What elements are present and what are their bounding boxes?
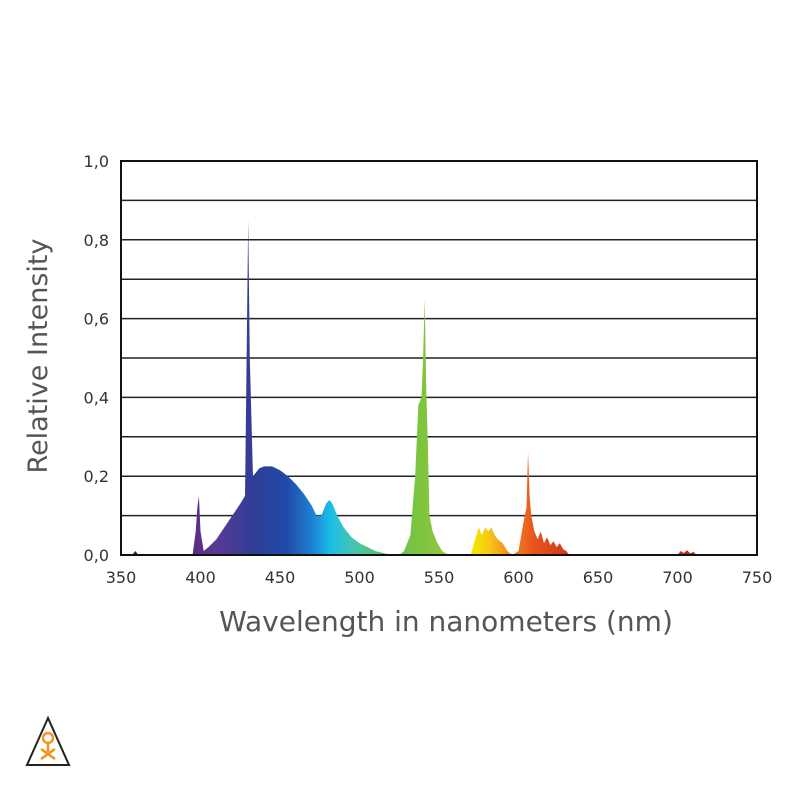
grid-lines bbox=[121, 199, 757, 517]
y-tick-label: 1,0 bbox=[84, 152, 109, 171]
x-tick-label: 650 bbox=[583, 568, 614, 587]
y-tick-label: 0,6 bbox=[84, 310, 109, 329]
x-tick-labels: 350 400 450 500 550 600 650 700 750 bbox=[106, 568, 773, 587]
x-tick-label: 350 bbox=[106, 568, 137, 587]
y-tick-label: 0,2 bbox=[84, 467, 109, 486]
x-tick-label: 500 bbox=[344, 568, 375, 587]
x-tick-label: 600 bbox=[503, 568, 534, 587]
x-tick-label: 750 bbox=[742, 568, 773, 587]
y-tick-label: 0,8 bbox=[84, 231, 109, 250]
x-tick-label: 550 bbox=[424, 568, 455, 587]
x-tick-label: 400 bbox=[185, 568, 216, 587]
plot-frame bbox=[120, 160, 758, 556]
y-tick-labels: 0,0 0,2 0,4 0,6 0,8 1,0 bbox=[84, 152, 109, 565]
y-tick-label: 0,4 bbox=[84, 388, 109, 407]
series-area-spectrum bbox=[121, 220, 757, 555]
y-axis-label: Relative Intensity bbox=[23, 238, 54, 473]
y-tick-label: 0,0 bbox=[84, 546, 109, 565]
x-axis-label: Wavelength in nanometers (nm) bbox=[219, 605, 673, 638]
warning-triangle-logo bbox=[25, 715, 71, 766]
x-tick-label: 450 bbox=[265, 568, 296, 587]
x-tick-label: 700 bbox=[662, 568, 693, 587]
